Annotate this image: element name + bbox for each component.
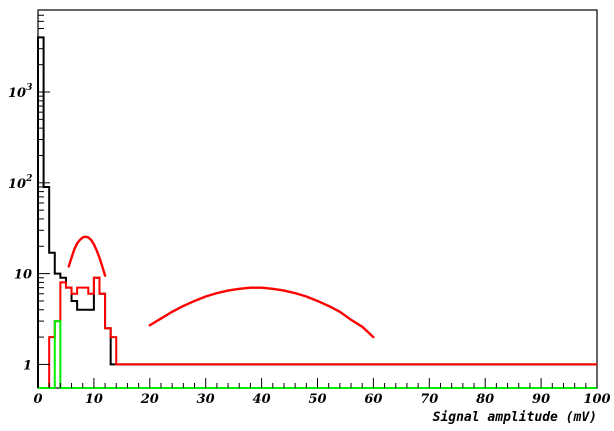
fit-curve-4: [148, 286, 375, 339]
series-4-curve: [148, 286, 375, 339]
series-layer: [37, 36, 597, 389]
x-axis-title: Signal amplitude (mV): [433, 410, 597, 425]
plot-frame: [37, 9, 598, 389]
x-tick-label: 20: [140, 392, 159, 407]
y-tick-label: 1: [23, 358, 32, 373]
series-1-histogram: [38, 276, 597, 389]
y-tick-exponent: 2: [25, 174, 32, 184]
series-2-histogram: [38, 320, 597, 389]
x-tick-label: 80: [476, 392, 494, 407]
y-tick-label: 103: [8, 83, 32, 101]
x-tick-label: 60: [364, 392, 382, 407]
x-tick-label: 50: [308, 392, 326, 407]
x-tick-label: 30: [197, 392, 215, 407]
x-tick-label: 40: [253, 392, 271, 407]
fit-curve-3: [67, 235, 107, 277]
x-tick-label: 0: [33, 392, 42, 407]
x-tick-label: 70: [420, 392, 438, 407]
x-tick-label: 90: [532, 392, 550, 407]
series-3-curve: [67, 235, 107, 277]
series-0-histogram: [37, 36, 597, 388]
y-tick-label: 102: [8, 174, 32, 192]
histogram-line-2: [38, 320, 597, 389]
histogram-line-1: [38, 276, 597, 389]
y-tick-label: 10: [14, 268, 32, 283]
x-tick-label: 100: [583, 392, 610, 407]
x-tick-label: 10: [85, 392, 103, 407]
y-tick-exponent: 3: [26, 83, 32, 93]
histogram-line-0: [37, 36, 597, 388]
